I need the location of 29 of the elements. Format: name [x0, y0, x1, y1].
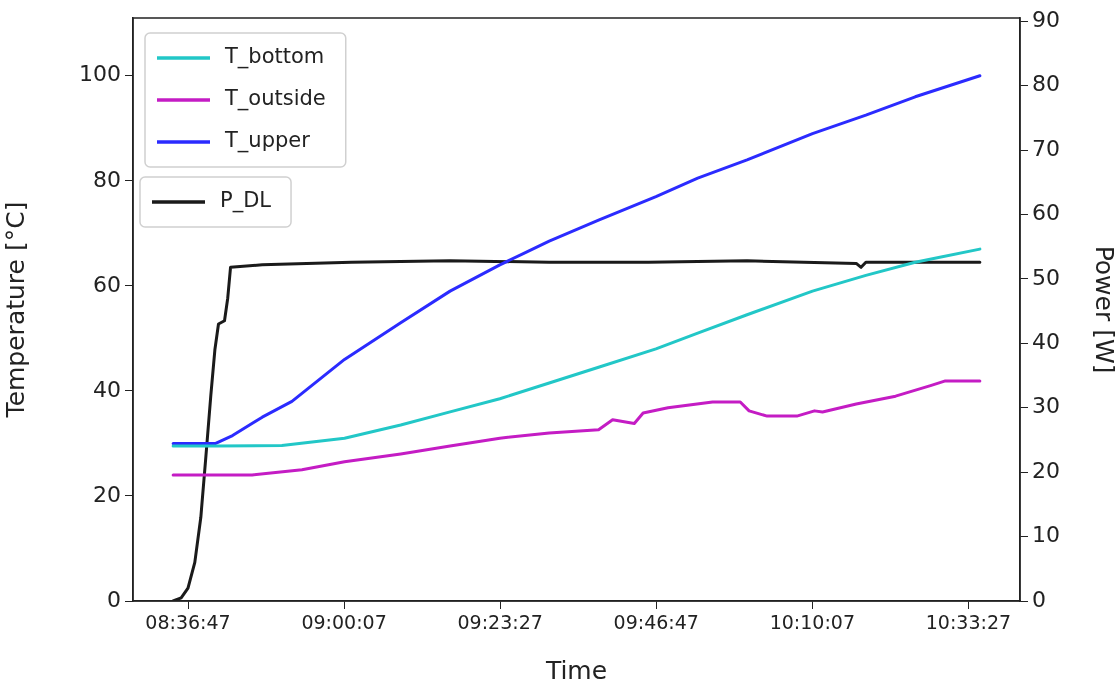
y2-tick-label: 50: [1032, 264, 1060, 290]
y2-axis-title: Power [W]: [1089, 245, 1119, 374]
y2-tick-label: 60: [1032, 200, 1060, 226]
y2-tick-label: 30: [1032, 393, 1060, 419]
x-tick-label: 10:10:07: [769, 611, 856, 634]
y2-tick-label: 70: [1032, 135, 1060, 161]
y-tick-label: 80: [93, 166, 121, 192]
legend-label: T_bottom: [224, 44, 325, 70]
x-tick-label: 09:00:07: [301, 611, 387, 634]
y2-tick-label: 40: [1032, 329, 1060, 355]
y2-tick-label: 90: [1032, 6, 1060, 32]
x-axis-title: Time: [544, 655, 608, 685]
y2-tick-label: 10: [1032, 522, 1060, 548]
y2-tick-label: 80: [1032, 71, 1060, 97]
x-tick-label: 08:36:47: [145, 611, 231, 634]
legend-label: T_outside: [224, 86, 326, 112]
legend-label: T_upper: [224, 128, 311, 154]
y2-tick-label: 0: [1032, 586, 1046, 612]
legend-label: P_DL: [220, 188, 272, 214]
y-tick-label: 100: [79, 61, 121, 87]
y-tick-label: 60: [93, 271, 121, 297]
x-tick-label: 10:33:27: [925, 611, 1012, 634]
y-tick-label: 20: [93, 481, 121, 507]
y2-tick-label: 20: [1032, 457, 1060, 483]
y-tick-label: 0: [107, 586, 121, 612]
x-tick-label: 09:23:27: [457, 611, 543, 634]
y-tick-label: 40: [93, 376, 121, 402]
x-tick-label: 09:46:47: [613, 611, 699, 634]
y-axis-title: Temperature [°C]: [0, 201, 30, 419]
